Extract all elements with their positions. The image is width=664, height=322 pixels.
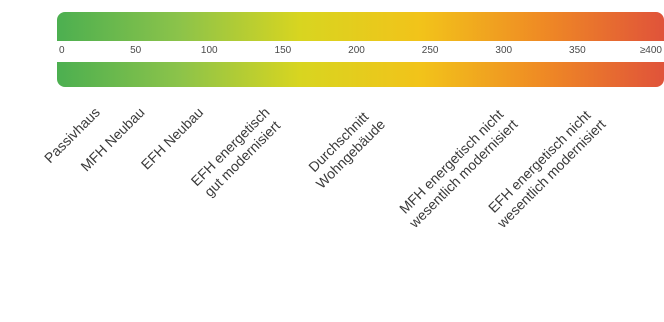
- energy-scale-bar: 0 50 100 150 200 250 300 350 ≥400: [57, 12, 664, 87]
- tick-label: 0: [59, 45, 65, 56]
- gradient-band-top: [57, 12, 664, 41]
- category-label: Durchschnitt Wohngebäude: [300, 104, 388, 192]
- tick-label: 100: [200, 45, 218, 56]
- gradient-band-bottom: [57, 62, 664, 87]
- tick-label: 350: [569, 45, 586, 56]
- tick-label: 150: [274, 45, 292, 56]
- tick-label: 200: [348, 45, 365, 56]
- category-label: EFH Neubau: [138, 104, 207, 173]
- tick-label: 250: [421, 45, 439, 56]
- tick-label: 300: [495, 45, 513, 56]
- category-label-line: EFH Neubau: [137, 104, 207, 173]
- tick-label: ≥400: [639, 45, 662, 56]
- tick-strip: 0 50 100 150 200 250 300 350 ≥400: [57, 41, 664, 62]
- tick-label: 50: [130, 45, 142, 56]
